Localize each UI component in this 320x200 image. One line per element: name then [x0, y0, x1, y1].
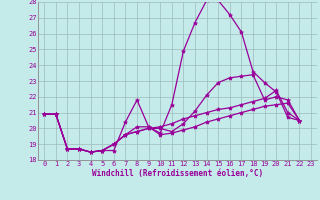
X-axis label: Windchill (Refroidissement éolien,°C): Windchill (Refroidissement éolien,°C) — [92, 169, 263, 178]
